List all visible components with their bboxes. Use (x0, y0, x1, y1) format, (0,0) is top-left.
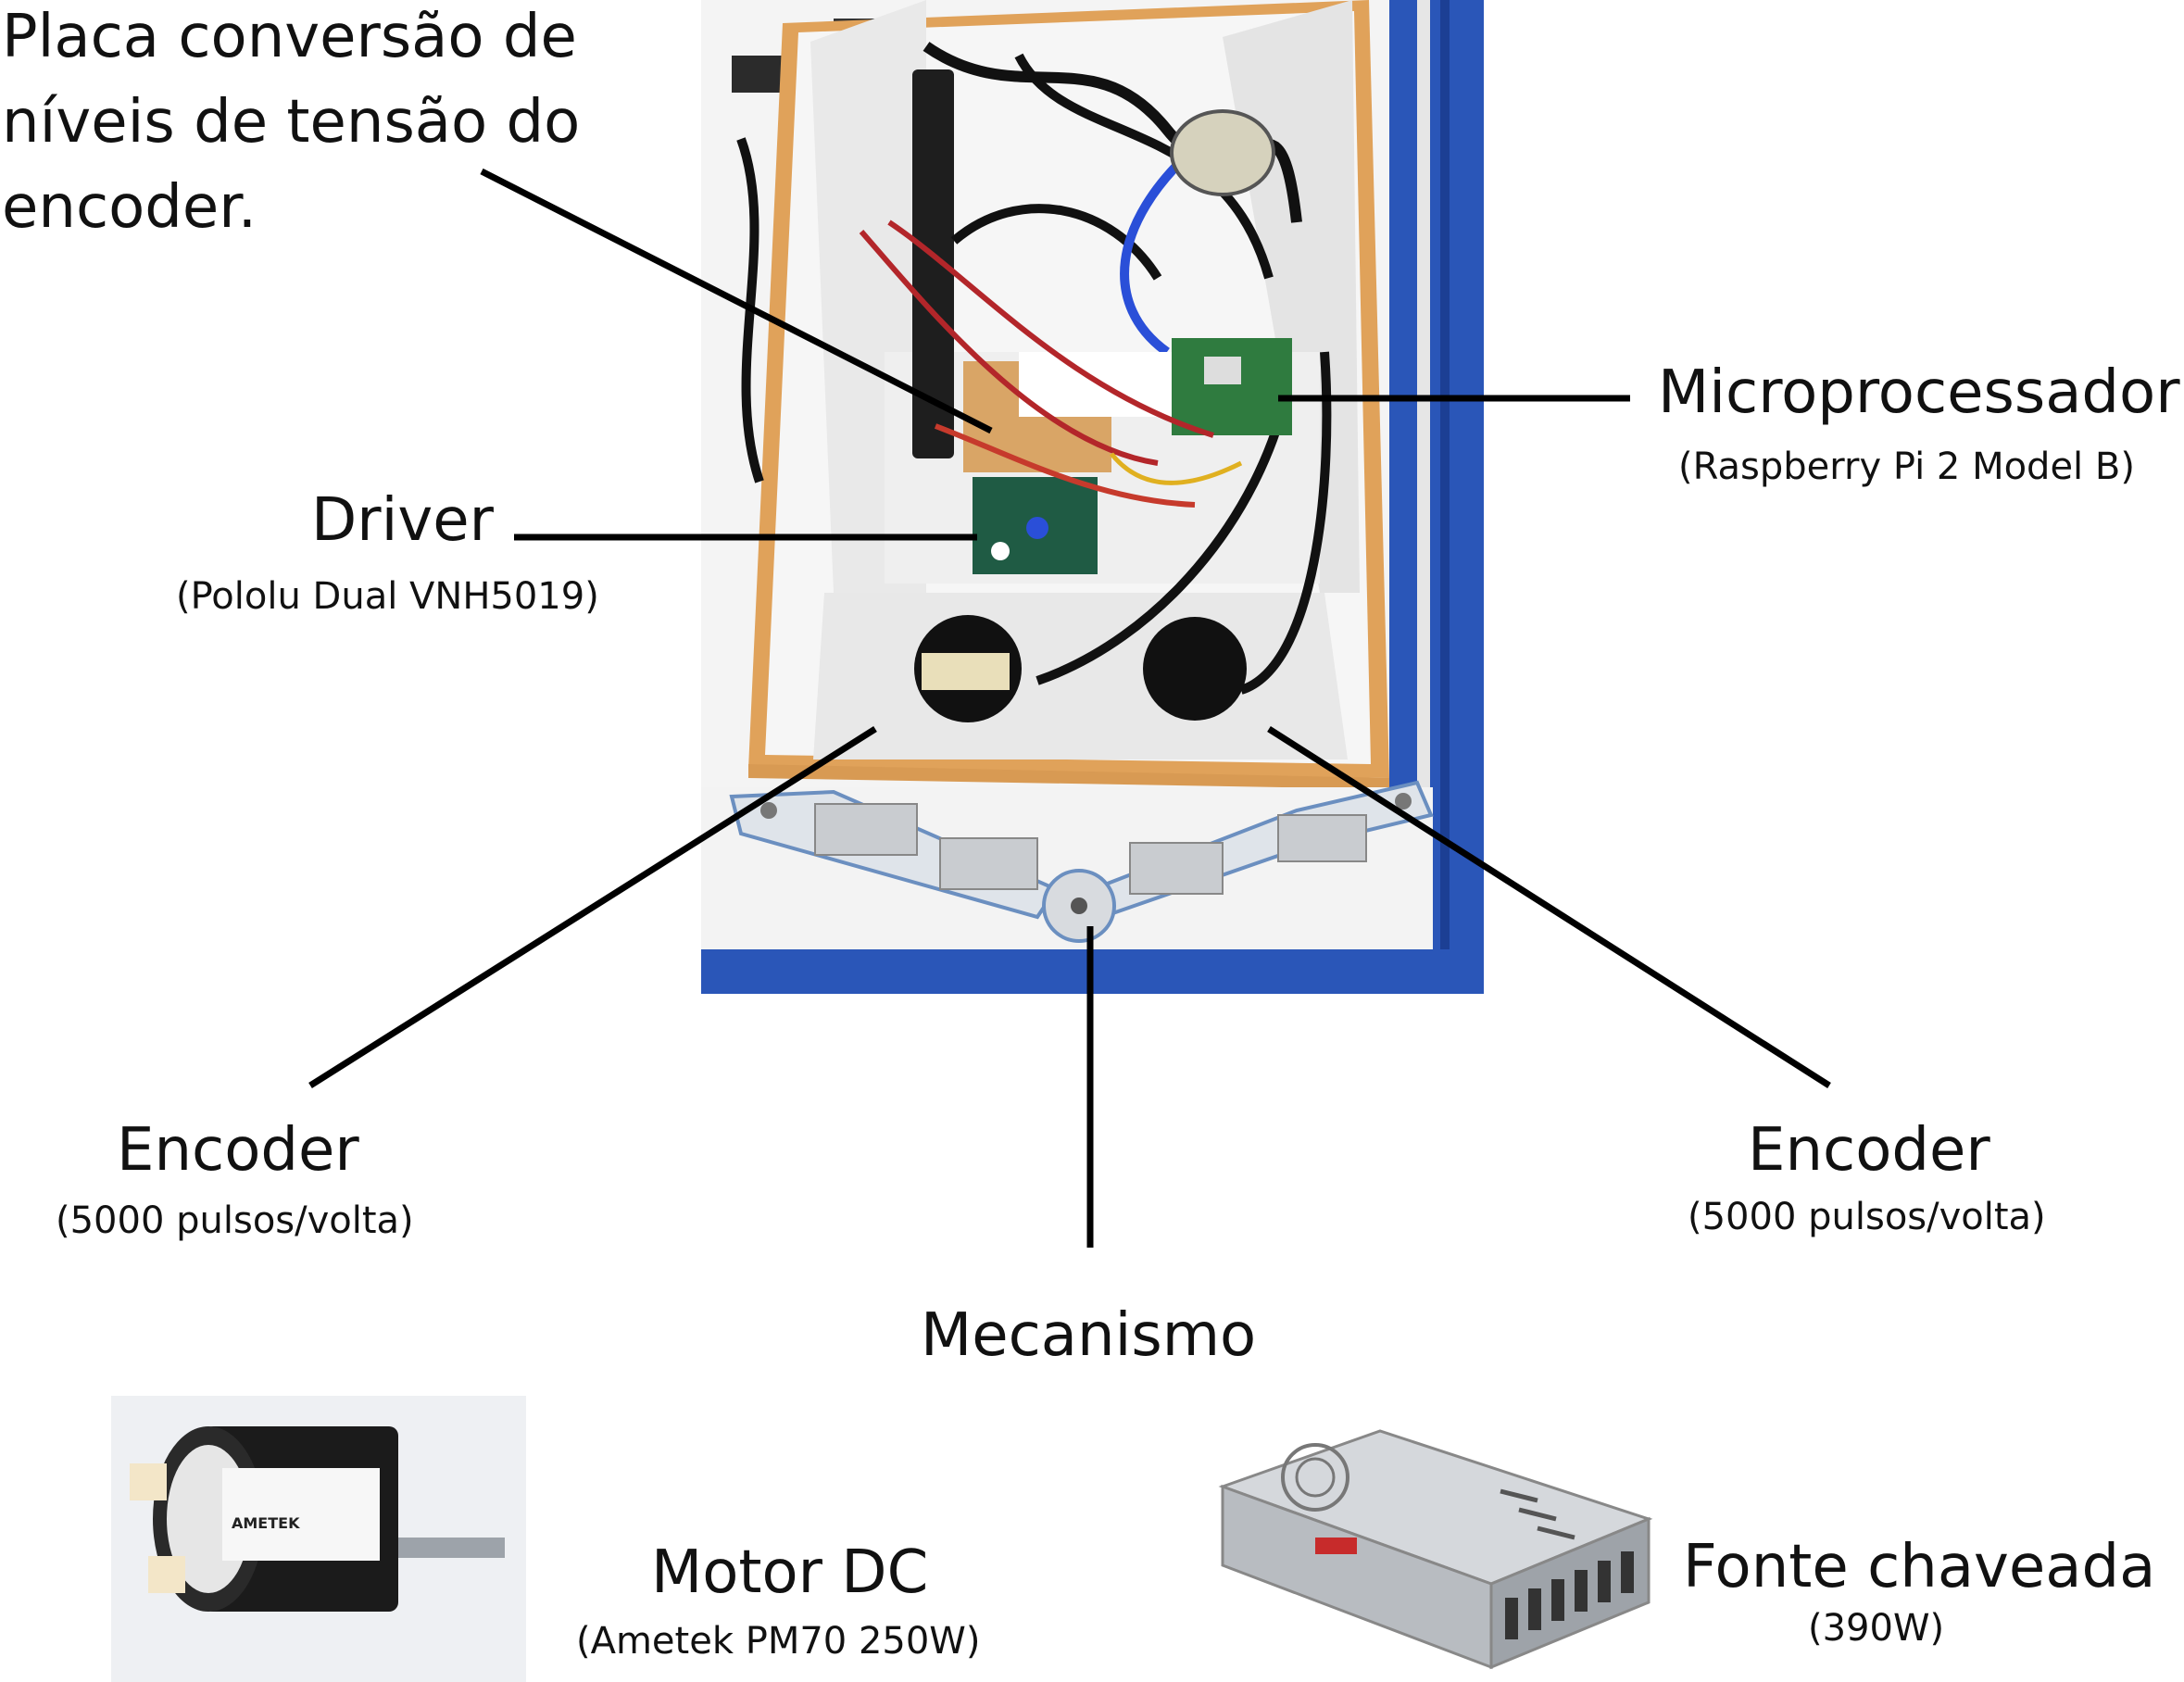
label-fonte-sub: (390W) (1808, 1607, 1945, 1650)
encoder-right-photo (1143, 617, 1247, 721)
raspberry-pi (1172, 338, 1292, 435)
label-motor-title: Motor DC (651, 1538, 929, 1607)
label-driver-sub: (Pololu Dual VNH5019) (176, 575, 599, 618)
label-placa-line-2: níveis de tensão do (2, 88, 581, 157)
label-fonte-title: Fonte chaveada (1683, 1533, 2156, 1601)
motor-photo: AMETEK (111, 1396, 526, 1682)
callout-lines (308, 168, 1831, 1248)
label-motor-sub: (Ametek PM70 250W) (576, 1620, 981, 1663)
label-encoder-left-title: Encoder (117, 1116, 359, 1185)
label-placa-line-1: Placa conversão de (2, 3, 577, 71)
blue-cable (1120, 144, 1199, 357)
power-strip (912, 69, 954, 458)
callout-line-placa (480, 168, 993, 434)
label-micro-sub: (Raspberry Pi 2 Model B) (1678, 446, 2135, 488)
label-placa-line-3: encoder. (2, 173, 257, 242)
motor-brand-text: AMETEK (232, 1514, 300, 1532)
callout-line-encoder-left (308, 726, 877, 1088)
label-encoder-right-title: Encoder (1748, 1116, 1990, 1185)
setup-photo (701, 0, 1484, 994)
label-mecanismo: Mecanismo (921, 1301, 1257, 1370)
label-micro-title: Microprocessador (1658, 358, 2180, 427)
callout-line-encoder-right (1267, 726, 1831, 1088)
power-supply-photo (1218, 1429, 1653, 1670)
label-driver-title: Driver (311, 486, 494, 555)
label-encoder-right-sub: (5000 pulsos/volta) (1688, 1196, 2046, 1238)
label-encoder-left-sub: (5000 pulsos/volta) (56, 1199, 414, 1242)
